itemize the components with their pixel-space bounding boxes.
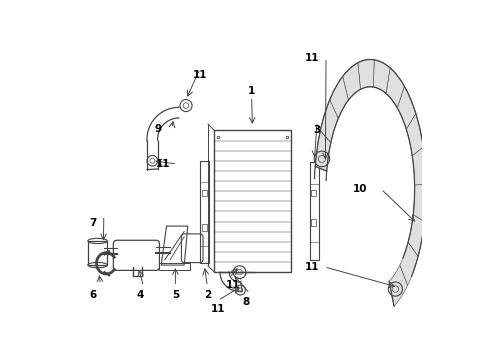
Text: 1: 1 — [247, 86, 255, 96]
Polygon shape — [315, 131, 330, 171]
Bar — [201, 224, 206, 231]
Text: 11: 11 — [304, 262, 319, 272]
Text: 11: 11 — [304, 53, 319, 63]
Text: 10: 10 — [352, 184, 366, 194]
Text: 2: 2 — [203, 290, 210, 300]
Polygon shape — [357, 59, 373, 89]
Text: 8: 8 — [242, 297, 249, 307]
Text: 5: 5 — [171, 290, 179, 300]
Bar — [311, 190, 316, 196]
Bar — [88, 241, 107, 265]
Polygon shape — [399, 242, 417, 285]
Polygon shape — [320, 100, 338, 143]
Polygon shape — [406, 113, 423, 156]
Text: 11: 11 — [155, 159, 170, 169]
Polygon shape — [407, 215, 424, 256]
Bar — [311, 219, 316, 226]
Bar — [200, 161, 208, 263]
Text: 11: 11 — [210, 304, 224, 314]
Polygon shape — [385, 68, 404, 108]
Text: 4: 4 — [136, 290, 143, 300]
Text: 11: 11 — [225, 280, 240, 289]
Bar — [214, 130, 290, 272]
Polygon shape — [412, 184, 426, 221]
Text: 3: 3 — [313, 125, 320, 135]
Text: 11: 11 — [193, 71, 207, 80]
Text: 6: 6 — [89, 290, 97, 300]
Bar — [201, 190, 206, 196]
Polygon shape — [411, 147, 426, 185]
Bar — [309, 162, 318, 260]
Polygon shape — [329, 76, 348, 118]
Polygon shape — [373, 60, 389, 93]
Text: 9: 9 — [154, 123, 161, 134]
Polygon shape — [396, 86, 415, 129]
Polygon shape — [342, 63, 360, 100]
Bar — [159, 263, 189, 270]
Polygon shape — [388, 265, 407, 306]
Text: 7: 7 — [89, 217, 97, 228]
